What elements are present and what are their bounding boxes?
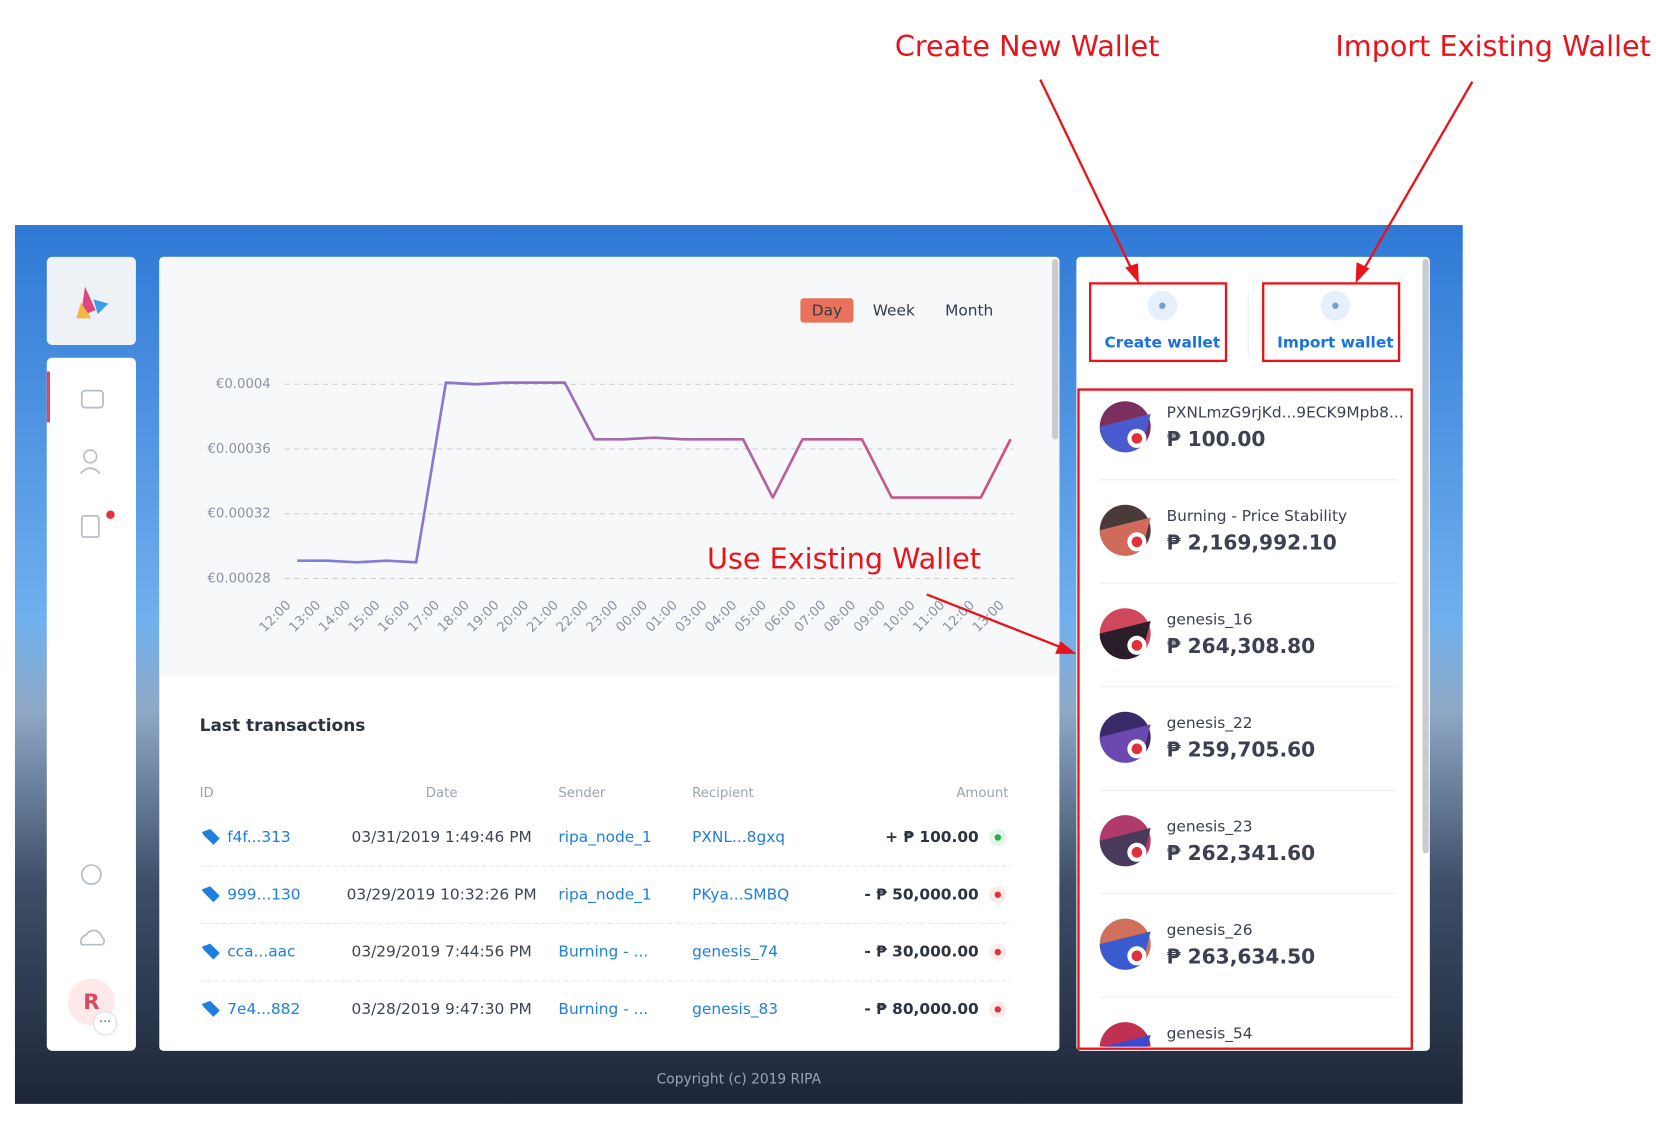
wallet-name[interactable]: genesis_22 (1167, 714, 1253, 733)
tx-recipient[interactable]: genesis_74 (692, 943, 778, 962)
wallet-balance: ₱ 263,634.50 (1167, 944, 1316, 968)
tx-sender[interactable]: ripa_node_1 (558, 885, 651, 904)
y-tick-label: €0.0004 (216, 377, 271, 392)
period-active (800, 298, 854, 323)
wallet-buttons: Create wallet Import wallet (1105, 290, 1394, 351)
wallet-avatar-shape (1103, 1034, 1151, 1047)
section-title: Last transactions (200, 716, 366, 736)
wallet-balance: ₱ 100.00 (1167, 427, 1266, 451)
settings-icon[interactable] (80, 864, 102, 886)
wallet-name[interactable]: genesis_26 (1167, 921, 1253, 940)
annotation: Create New Wallet (895, 29, 1160, 63)
tx-sender[interactable]: Burning - ... (558, 1000, 648, 1018)
wallet-icon[interactable] (80, 389, 104, 409)
wallet-name[interactable]: PXNLmzG9rjKd...9ECK9Mpb8... (1167, 403, 1404, 421)
button-icon-dot (1159, 302, 1166, 309)
price-line (297, 381, 1012, 564)
sidebar (46, 357, 136, 1051)
cloud-icon[interactable] (80, 929, 106, 946)
column-header: ID (200, 786, 214, 801)
tx-id[interactable]: 7e4...882 (227, 1000, 300, 1018)
wallet-badge-dot (1131, 743, 1143, 755)
tx-amount: + ₱ 100.00 (885, 828, 979, 846)
status-dot (994, 834, 1002, 841)
y-tick-label: €0.00036 (208, 442, 271, 457)
tx-recipient[interactable]: genesis_83 (692, 1000, 778, 1019)
wallet-balance: ₱ 264,308.80 (1167, 634, 1316, 658)
wallet-panel (1076, 256, 1430, 1051)
logo (76, 286, 109, 319)
wallet-name[interactable]: Burning - Price Stability (1167, 507, 1348, 525)
column-header: Amount (956, 786, 1008, 801)
tag-icon (201, 1000, 220, 1017)
tx-sender[interactable]: ripa_node_1 (558, 828, 651, 847)
annotation: Import Existing Wallet (1335, 29, 1651, 63)
avatar-initial: R (83, 990, 99, 1015)
period-tab[interactable]: Day (812, 302, 842, 320)
period-tab[interactable]: Week (873, 302, 915, 320)
tx-amount: - ₱ 80,000.00 (864, 1000, 978, 1018)
column-header: Sender (558, 786, 606, 801)
tx-date: 03/29/2019 7:44:56 PM (352, 943, 532, 961)
transactions-table: ID Date Sender Recipient Amount f4f...313 03/3… (200, 786, 1012, 1019)
tx-id[interactable]: cca...aac (227, 943, 295, 961)
wallet-list: PXNLmzG9rjKd...9ECK9Mpb8... ₱ 100.00 Burni… (1099, 401, 1404, 1047)
wallet-button[interactable]: Import wallet (1277, 333, 1394, 351)
annotation-arrowheads (1055, 262, 1370, 654)
tx-amount: - ₱ 50,000.00 (864, 885, 978, 903)
scrollbar[interactable] (1051, 258, 1059, 440)
wallet-badge-dot (1131, 847, 1143, 858)
wallet-badge-dot (1131, 536, 1143, 548)
tx-recipient[interactable]: PKya...SMBQ (692, 885, 789, 903)
status-dot (994, 891, 1002, 898)
y-tick-label: €0.00032 (208, 507, 271, 522)
wallet-name[interactable]: genesis_16 (1167, 610, 1253, 629)
tag-icon (201, 828, 220, 845)
wallet-balance: ₱ 2,169,992.10 (1167, 530, 1337, 554)
wallet-badge-dot (1131, 433, 1143, 444)
tx-amount: - ₱ 30,000.00 (864, 943, 978, 961)
tx-date: 03/28/2019 9:47:30 PM (352, 1000, 532, 1018)
tx-id[interactable]: f4f...313 (227, 828, 291, 846)
scrollbar[interactable] (1422, 258, 1429, 854)
wallet-badge-dot (1131, 640, 1143, 651)
tx-date: 03/29/2019 10:32:26 PM (347, 885, 537, 903)
status-dot (994, 1006, 1002, 1013)
column-header: Date (426, 786, 458, 801)
column-header: Recipient (692, 786, 754, 801)
docs-icon[interactable] (80, 515, 100, 538)
wallet-badge-dot (1131, 950, 1143, 962)
more-button[interactable] (92, 1011, 118, 1036)
wallet-name[interactable]: genesis_54 (1167, 1024, 1253, 1043)
tag-icon (201, 943, 220, 960)
chart-panel (159, 256, 1060, 677)
tx-id[interactable]: 999...130 (227, 885, 300, 903)
wallet-name[interactable]: genesis_23 (1167, 817, 1253, 836)
y-tick-label: €0.00028 (208, 571, 271, 586)
tag-icon (201, 886, 220, 903)
notification-dot (106, 510, 115, 520)
annotation: Use Existing Wallet (707, 541, 981, 575)
status-dot (994, 948, 1002, 956)
tx-date: 03/31/2019 1:49:46 PM (352, 828, 532, 846)
period-tab[interactable]: Month (945, 302, 993, 320)
active-indicator (46, 371, 50, 423)
tx-sender[interactable]: Burning - ... (558, 943, 648, 961)
footer: Copyright (c) 2019 RIPA (657, 1071, 822, 1087)
wallet-balance: ₱ 259,705.60 (1167, 737, 1316, 761)
button-icon-dot (1332, 302, 1339, 309)
wallet-button[interactable]: Create wallet (1105, 333, 1221, 351)
tx-recipient[interactable]: PXNL...8gxq (692, 828, 785, 846)
annotation-boxes (926, 79, 1474, 1050)
contacts-icon[interactable] (80, 449, 101, 474)
wallet-balance: ₱ 262,341.60 (1167, 841, 1316, 865)
more-dots: ··· (99, 1015, 111, 1030)
